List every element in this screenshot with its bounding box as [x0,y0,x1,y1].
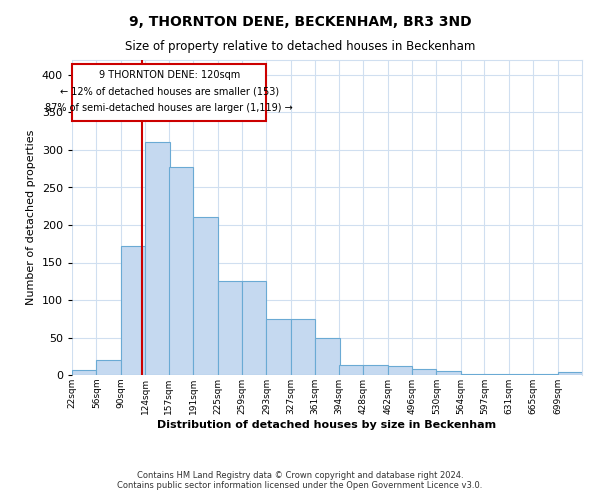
Bar [169,167,193,375]
Bar [193,217,218,375]
Text: 9, THORNTON DENE, BECKENHAM, BR3 3ND: 9, THORNTON DENE, BECKENHAM, BR3 3ND [128,15,472,29]
Bar [145,142,170,375]
Bar [388,366,412,375]
Text: ← 12% of detached houses are smaller (153): ← 12% of detached houses are smaller (15… [59,86,279,96]
Bar [533,374,557,375]
Bar [461,374,485,375]
Bar [315,338,340,375]
Bar [218,280,242,375]
Bar [242,280,266,375]
Bar [339,364,363,375]
Bar [436,371,461,375]
Bar [509,374,533,375]
Text: Size of property relative to detached houses in Beckenham: Size of property relative to detached ho… [125,40,475,53]
Bar [291,319,315,375]
Bar [72,370,97,375]
FancyBboxPatch shape [72,64,266,122]
Bar [266,319,291,375]
Y-axis label: Number of detached properties: Number of detached properties [26,130,36,305]
Bar [412,369,436,375]
X-axis label: Distribution of detached houses by size in Beckenham: Distribution of detached houses by size … [157,420,497,430]
Bar [484,374,509,375]
Text: 9 THORNTON DENE: 120sqm: 9 THORNTON DENE: 120sqm [98,70,240,80]
Bar [97,360,121,375]
Bar [557,372,582,375]
Text: 87% of semi-detached houses are larger (1,119) →: 87% of semi-detached houses are larger (… [46,102,293,113]
Text: Contains HM Land Registry data © Crown copyright and database right 2024.
Contai: Contains HM Land Registry data © Crown c… [118,470,482,490]
Bar [121,246,145,375]
Bar [363,364,388,375]
